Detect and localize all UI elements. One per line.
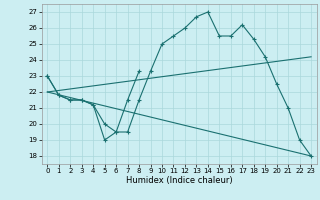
X-axis label: Humidex (Indice chaleur): Humidex (Indice chaleur) (126, 176, 233, 185)
